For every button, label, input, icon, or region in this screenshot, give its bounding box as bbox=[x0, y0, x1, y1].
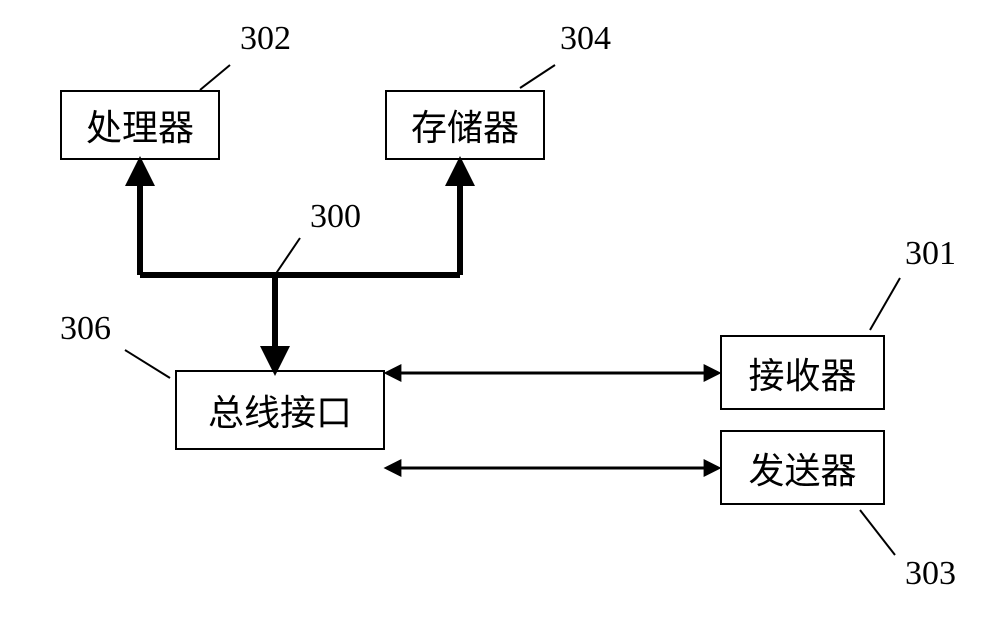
memory-label: 存储器 bbox=[411, 99, 519, 151]
receiver-node: 接收器 bbox=[720, 335, 885, 410]
memory-node: 存储器 bbox=[385, 90, 545, 160]
ref-label-300: 300 bbox=[310, 198, 361, 236]
bus-interface-label: 总线接口 bbox=[208, 384, 352, 436]
ref-label-302: 302 bbox=[240, 20, 291, 58]
ref-label-306: 306 bbox=[60, 310, 111, 348]
sender-node: 发送器 bbox=[720, 430, 885, 505]
receiver-label: 接收器 bbox=[748, 347, 856, 399]
bus-tree-arrows bbox=[140, 162, 460, 370]
bidirectional-arrows bbox=[387, 373, 718, 468]
processor-node: 处理器 bbox=[60, 90, 220, 160]
bus-interface-node: 总线接口 bbox=[175, 370, 385, 450]
ref-label-301: 301 bbox=[905, 235, 956, 273]
ref-label-304: 304 bbox=[560, 20, 611, 58]
ref-label-303: 303 bbox=[905, 555, 956, 593]
sender-label: 发送器 bbox=[748, 442, 856, 494]
processor-label: 处理器 bbox=[86, 99, 194, 151]
